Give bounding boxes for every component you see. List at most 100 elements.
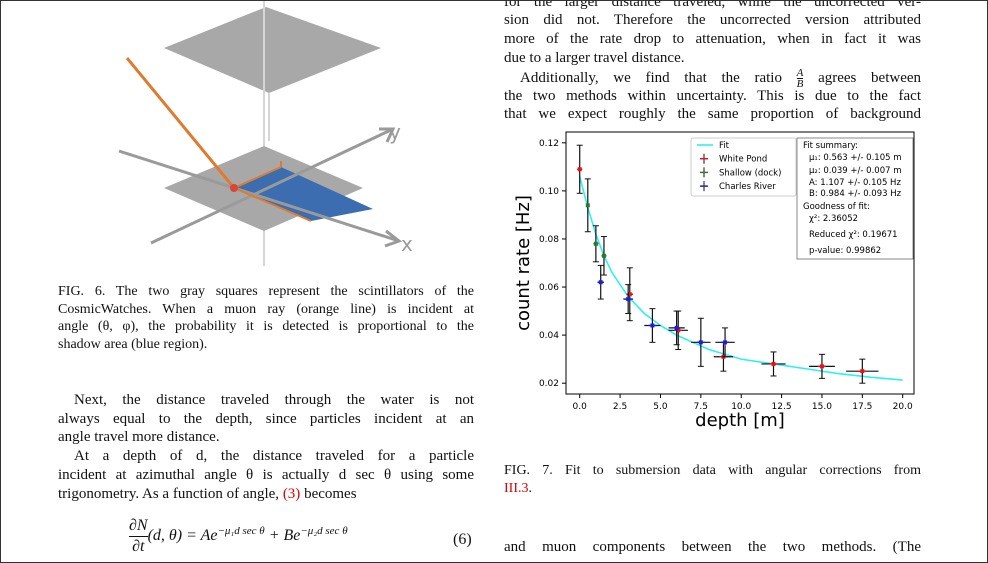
data-point	[593, 241, 598, 246]
data-point	[819, 364, 824, 369]
caption-line: III.3.	[504, 479, 921, 498]
x-tick-label: 2.5	[613, 402, 627, 412]
caption-line: FIG. 6. The two gray squares represent t…	[58, 284, 474, 299]
top-scintillator	[164, 7, 381, 93]
text-line: At a depth of d, the distance traveled f…	[74, 448, 474, 464]
x-tick-label: 5.0	[653, 402, 668, 412]
eq-text: (d, θ) = Ae	[147, 527, 218, 545]
hit-point	[230, 184, 238, 192]
axis-label: x	[401, 232, 413, 256]
equation: ∂N ∂t (d, θ) = Ae−μ₁d sec θ + Be−μ₂d sec θ	[129, 516, 348, 557]
text-line: always equal to the depth, since particl…	[58, 411, 474, 427]
x-tick-label: 7.5	[694, 402, 708, 412]
data-point	[676, 328, 681, 333]
data-point	[627, 292, 632, 297]
x-tick-label: 20.0	[893, 402, 913, 412]
summary-line: χ²: 2.36052	[809, 214, 858, 224]
axis-label: y	[389, 120, 401, 144]
caption-line: CosmicWatches. When a muon ray (orange l…	[58, 302, 474, 317]
caption-line: shadow area (blue region).	[58, 337, 208, 352]
data-point	[626, 297, 631, 302]
reference-link[interactable]: (3)	[282, 486, 301, 502]
x-tick-label: 10.0	[731, 402, 751, 412]
plot-frame	[565, 131, 915, 395]
y-tick-label: 0.06	[539, 283, 559, 293]
figure-7-chart: 0.0 2.5 5.0 7.5 10.0 12.5 15.0 17.5 20.0 0.02 0.04…	[513, 131, 915, 431]
shadow-area	[234, 167, 373, 221]
y-tick-label: 0.02	[539, 379, 559, 389]
data-point	[585, 203, 590, 208]
text-line: and muon components between the two meth…	[504, 539, 921, 555]
y-tick-label: 0.10	[539, 187, 559, 197]
text-line: sion did not. Therefore the uncorrected …	[504, 12, 921, 28]
arrow-x	[384, 229, 403, 248]
summary-line: A: 1.107 +/- 0.105 Hz	[809, 178, 901, 188]
x-tick-label: 17.5	[852, 402, 872, 412]
data-point	[601, 253, 606, 258]
summary-line: B: 0.984 +/- 0.093 Hz	[809, 189, 902, 199]
summary-line: Fit summary:	[803, 141, 858, 151]
text-line: for the larger distance traveled, while …	[504, 0, 921, 10]
legend-label: Fit	[719, 141, 730, 151]
summary-line: Goodness of fit:	[803, 202, 870, 212]
legend-box	[690, 137, 797, 197]
y-tick-label: 0.04	[539, 331, 559, 341]
eq-numerator: ∂N	[129, 517, 148, 534]
x-axis-label: depth [m]	[695, 410, 785, 431]
text-line: that we expect roughly the same proporti…	[504, 106, 921, 122]
figure-6: y x	[118, 1, 413, 266]
data-point	[723, 340, 728, 345]
frac-den: B	[796, 78, 804, 90]
text-line: angle travel more distance.	[58, 429, 220, 445]
y-tick-label: 0.08	[539, 235, 559, 245]
data-point	[598, 280, 603, 285]
x-tick-label: 15.0	[812, 402, 832, 412]
y-axis-label: count rate [Hz]	[513, 195, 534, 331]
text: becomes	[304, 486, 357, 502]
text: trigonometry. As a function of angle,	[58, 486, 280, 502]
frac-num: A	[796, 67, 804, 79]
eq-denominator: ∂t	[129, 536, 148, 557]
text: Additionally, we find that the ratio	[520, 69, 782, 86]
text: .	[528, 481, 533, 496]
legend-label: White Pond	[719, 155, 767, 165]
shadow-edge	[233, 166, 282, 189]
summary-box	[796, 137, 914, 260]
x-tick-label: 12.5	[772, 402, 792, 412]
text-line: due to a larger travel distance.	[504, 50, 685, 66]
summary-line: p-value: 0.99862	[809, 246, 881, 256]
data-point	[674, 325, 679, 330]
axis-x	[118, 149, 400, 243]
arrow-y	[379, 127, 396, 143]
legend-label: Charles River	[719, 182, 776, 192]
summary-line: μ₂: 0.039 +/- 0.007 m	[809, 166, 902, 176]
data-point	[577, 167, 582, 172]
text-line: more of the rate drop to attenuation, wh…	[504, 31, 921, 47]
data-point	[771, 361, 776, 366]
reference-link[interactable]: III.3	[504, 481, 529, 496]
summary-line: Reduced χ²: 0.19671	[809, 230, 898, 240]
summary-line: μ₁: 0.563 +/- 0.105 m	[809, 153, 902, 163]
text-line: trigonometry. As a function of angle, (3…	[58, 485, 474, 504]
data-point	[650, 323, 655, 328]
x-tick-label: 0.0	[573, 402, 588, 412]
data-point	[860, 369, 865, 374]
eq-exponent: −μ₁d sec θ	[217, 524, 265, 537]
caption-line: FIG. 7. Fit to submersion data with angu…	[504, 463, 921, 478]
text: agrees between	[818, 69, 922, 86]
text-line: the two methods within uncertainty. This…	[504, 88, 921, 104]
shadow-edge	[233, 187, 312, 222]
text-line: incident at azimuthal angle θ is actuall…	[58, 467, 474, 483]
legend-label: Shallow (dock)	[719, 168, 781, 178]
data-point	[698, 340, 703, 345]
axis-y	[150, 127, 394, 245]
equation-number: (6)	[453, 531, 472, 548]
y-tick-label: 0.12	[539, 139, 559, 149]
eq-exponent: −μ₂d sec θ	[300, 524, 348, 537]
muon-ray	[125, 57, 236, 189]
text-line: Next, the distance traveled through the …	[74, 392, 474, 408]
caption-line: angle (θ, φ), the probability it is dete…	[58, 319, 474, 334]
eq-text: + Be	[264, 527, 301, 545]
